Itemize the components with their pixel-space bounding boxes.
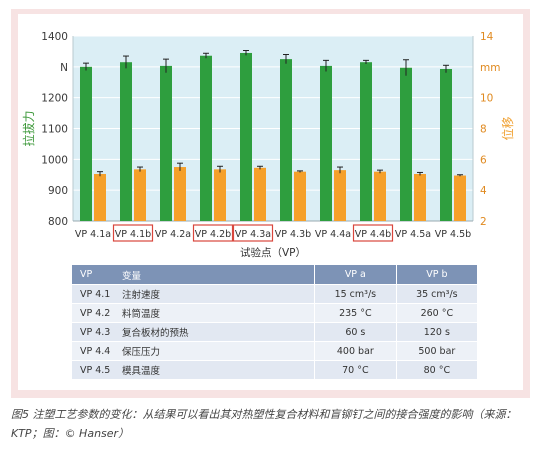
bar-pull-force [160,65,172,222]
cell-vp-a: 70 °C [314,360,397,380]
bar-pull-force [400,67,412,221]
category-highlight-box [112,224,154,242]
cell-vp-b: 120 s [395,322,477,342]
x-category-label: VP 4.5b [435,229,471,240]
cell-vp: VP 4.2 [72,303,122,323]
y-left-tick-label: 900 [48,185,68,197]
x-category-label: VP 4.5a [395,229,431,240]
bar-pull-force [120,62,132,222]
header-vp-a: VP a [314,265,397,285]
cell-vp-a: 60 s [314,322,397,342]
bar-pull-force [240,52,252,222]
y-right-tick-label: 14 [480,31,494,43]
table-header-row: VP 变量 VP a VP b [72,265,477,285]
x-category-label: VP 4.4a [315,229,351,240]
bar-pull-force [200,55,212,221]
cell-vp: VP 4.5 [72,360,122,380]
table-row: VP 4.1 注射速度 15 cm³/s 35 cm³/s [72,284,477,304]
x-category-label: VP 4.4b [355,229,391,240]
cell-variable: 料筒温度 [122,303,315,323]
y-axis-left-label: 拉拔力 [21,110,36,146]
bar-displacement [134,169,146,221]
cell-vp-b: 500 bar [395,341,477,361]
bar-displacement [294,171,306,221]
cell-variable: 注射速度 [122,284,315,304]
y-right-tick-label: 8 [480,124,487,136]
cell-vp-a: 15 cm³/s [314,284,397,304]
cell-variable: 复合板材的预热 [122,322,315,342]
cell-variable: 保压压力 [122,341,315,361]
category-highlight-box [232,224,274,242]
bar-pull-force [280,59,292,221]
y-axis-right-label: 位移 [500,116,515,140]
bar-displacement [174,167,186,221]
bar-pull-force [440,68,452,221]
bar-displacement [334,170,346,221]
y-left-tick-label: 1200 [41,93,68,105]
bar-pull-force [360,62,372,222]
table-row: VP 4.3 复合板材的预热 60 s 120 s [72,322,477,342]
category-highlight-box [352,224,394,242]
x-category-label: VP 4.3a [235,229,271,240]
cell-vp: VP 4.4 [72,341,122,361]
x-category-label: VP 4.3b [275,229,311,240]
header-vp-b: VP b [395,265,477,285]
cell-vp-b: 35 cm³/s [395,284,477,304]
y-right-tick-label: 4 [480,185,487,197]
bar-pull-force [80,66,92,221]
table-row: VP 4.5 模具温度 70 °C 80 °C [72,360,477,380]
figure-caption: 图5 注塑工艺参数的变化：从结果可以看出其对热塑性复合材料和盲铆钉之间的接合强度… [11,408,517,440]
y-left-tick-label: 800 [48,216,68,228]
cell-vp-a: 235 °C [314,303,397,323]
x-category-label: VP 4.1a [75,229,111,240]
bar-displacement [374,171,386,221]
cell-variable: 模具温度 [122,360,315,380]
y-left-tick-label: 1400 [41,31,68,43]
bar-displacement [414,173,426,221]
y-left-tick-label: 1000 [41,154,68,166]
x-category-label: VP 4.1b [115,229,151,240]
bar-displacement [94,173,106,221]
header-variable: 变量 [122,265,315,285]
cell-vp-a: 400 bar [314,341,397,361]
category-highlight-box [192,224,234,242]
x-category-label: VP 4.2b [195,229,231,240]
bar-displacement [214,169,226,221]
cell-vp-b: 80 °C [395,360,477,380]
parameter-table: VP 变量 VP a VP b VP 4.1 注射速度 15 cm³/s 35 … [72,265,477,380]
table-row: VP 4.2 料筒温度 235 °C 260 °C [72,303,477,323]
x-axis-label: 试验点（VP） [240,246,306,259]
dual-axis-bar-chart: 800 900 1000 1100 1200 1400 2 4 6 8 10 14 VP 4.1a V… [21,31,515,259]
y-axis-left-unit: N [60,62,68,74]
x-category-label: VP 4.2a [155,229,191,240]
y-right-tick-label: 2 [480,216,487,228]
bar-displacement [454,175,466,221]
y-right-tick-label: 10 [480,93,493,105]
bar-pull-force [320,65,332,222]
y-axis-right-unit: mm [480,62,500,74]
header-vp: VP [72,265,122,285]
table-row: VP 4.4 保压压力 400 bar 500 bar [72,341,477,361]
cell-vp: VP 4.1 [72,284,122,304]
y-left-tick-label: 1100 [41,124,68,136]
cell-vp-b: 260 °C [395,303,477,323]
y-right-tick-label: 6 [480,154,487,166]
bar-displacement [254,167,266,221]
cell-vp: VP 4.3 [72,322,122,342]
